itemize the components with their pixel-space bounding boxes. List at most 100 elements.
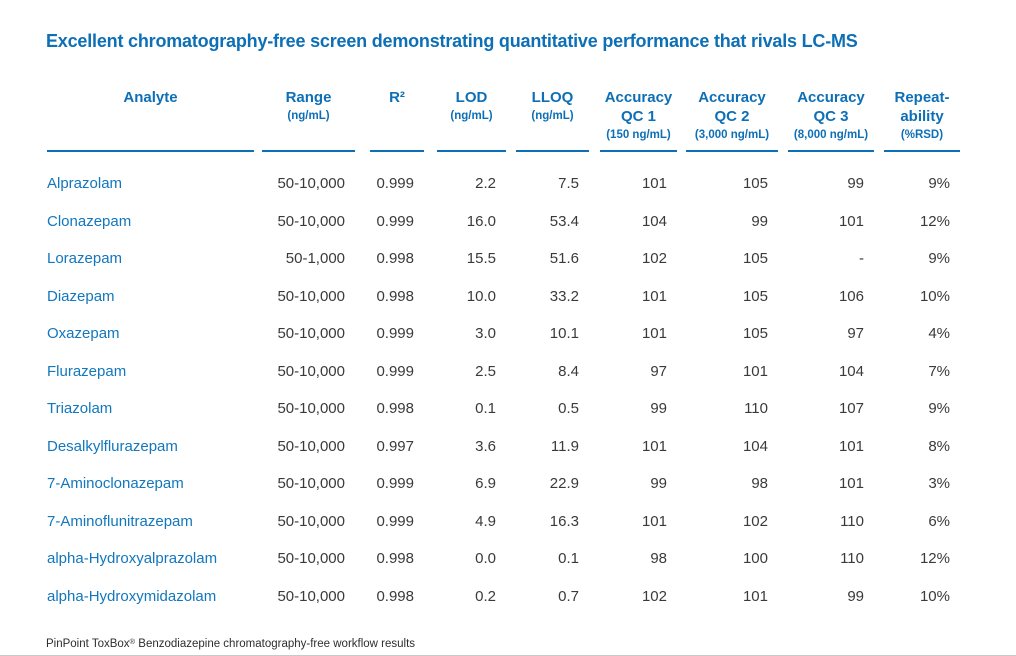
repeatability-cell: 3% — [928, 475, 950, 493]
repeatability-cell: 10% — [919, 587, 950, 605]
column-header-units: (ng/mL) — [531, 110, 574, 122]
range-cell: 50-10,000 — [277, 287, 345, 305]
accuracy-qc3-cell: - — [859, 250, 864, 268]
accuracy-qc2-cell: 105 — [742, 325, 768, 343]
lloq-cell: 33.2 — [549, 287, 579, 305]
accuracy-qc2-cell: 101 — [742, 587, 768, 605]
analyte-cell: Diazepam — [47, 287, 115, 305]
repeatability-cell: 7% — [928, 362, 950, 380]
analyte-cell: Flurazepam — [47, 362, 127, 380]
analyte-cell: Triazolam — [47, 400, 113, 418]
column-header-label: Range — [285, 89, 332, 106]
column-header-label: R² — [389, 89, 405, 106]
lod-cell: 10.0 — [466, 287, 496, 305]
column-header-underline — [788, 149, 874, 152]
range-cell: 50-10,000 — [277, 175, 345, 193]
accuracy-qc3-cell: 97 — [847, 325, 864, 343]
column-header-units: (150 ng/mL) — [606, 129, 671, 141]
r2-cell: 0.998 — [376, 287, 414, 305]
product-name: PinPoint ToxBox — [46, 638, 130, 650]
lod-cell: 4.9 — [475, 512, 496, 530]
lloq-cell: 11.9 — [550, 437, 579, 455]
accuracy-qc2-cell: 105 — [742, 175, 768, 193]
column-header-label: Accuracy QC 2 — [698, 89, 766, 125]
r2-cell: 0.998 — [376, 550, 414, 568]
column-header: Range (ng/mL) — [254, 86, 355, 152]
repeatability-cell: 9% — [928, 175, 950, 193]
column-header-text: Repeat-ability (%RSD) — [884, 88, 960, 142]
table-row: Clonazepam 50-10,000 0.999 16.0 53.4 104… — [47, 203, 960, 241]
column-header-units: (3,000 ng/mL) — [694, 129, 770, 141]
column-header-units: (%RSD) — [900, 129, 944, 141]
accuracy-qc3-cell: 110 — [840, 550, 864, 568]
analyte-cell: Lorazepam — [47, 250, 123, 268]
accuracy-qc3-cell: 110 — [840, 512, 864, 530]
table-row: Diazepam 50-10,000 0.998 10.0 33.2 101 1… — [47, 278, 960, 316]
lloq-cell: 53.4 — [549, 212, 579, 230]
repeatability-cell: 6% — [928, 512, 950, 530]
accuracy-qc2-cell: 102 — [742, 512, 768, 530]
column-header-label: Accuracy QC 1 — [604, 89, 673, 125]
column-header-units: (8,000 ng/mL) — [793, 129, 869, 141]
table-row: Desalkylflurazepam 50-10,000 0.997 3.6 1… — [47, 428, 960, 466]
registered-trademark-symbol: ® — [129, 637, 136, 646]
accuracy-qc3-cell: 101 — [838, 475, 864, 493]
analyte-cell: Desalkylflurazepam — [47, 437, 178, 455]
range-cell: 50-10,000 — [277, 325, 345, 343]
accuracy-qc3-cell: 104 — [838, 362, 864, 380]
range-cell: 50-10,000 — [277, 475, 345, 493]
column-header-text: LLOQ (ng/mL) — [516, 88, 589, 123]
range-cell: 50-10,000 — [277, 437, 345, 455]
repeatability-cell: 4% — [928, 325, 950, 343]
accuracy-qc1-cell: 99 — [650, 400, 667, 418]
accuracy-qc3-cell: 101 — [838, 212, 864, 230]
table-row: Alprazolam 50-10,000 0.999 2.2 7.5 101 1… — [47, 165, 960, 203]
accuracy-qc2-cell: 99 — [751, 212, 768, 230]
r2-cell: 0.999 — [376, 325, 414, 343]
lod-cell: 0.0 — [475, 550, 496, 568]
range-cell: 50-10,000 — [277, 212, 345, 230]
repeatability-cell: 10% — [919, 287, 950, 305]
analyte-cell: alpha-Hydroxyalprazolam — [47, 550, 218, 568]
r2-cell: 0.999 — [376, 175, 414, 193]
r2-cell: 0.999 — [376, 362, 414, 380]
column-header-label: LLOQ — [531, 89, 574, 106]
r2-cell: 0.999 — [376, 212, 414, 230]
lod-cell: 3.6 — [475, 437, 496, 455]
range-cell: 50-1,000 — [285, 250, 345, 268]
analyte-cell: alpha-Hydroxymidazolam — [47, 587, 217, 605]
results-table: Analyte Range (ng/mL) R² LOD (ng/mL) LLO… — [47, 86, 960, 615]
column-header: Accuracy QC 1 (150 ng/mL) — [589, 86, 677, 152]
column-header-underline — [262, 149, 355, 152]
analyte-cell: Clonazepam — [47, 212, 132, 230]
lloq-cell: 10.1 — [549, 325, 579, 343]
accuracy-qc3-cell: 106 — [838, 287, 864, 305]
range-cell: 50-10,000 — [277, 587, 345, 605]
column-header-text: R² — [370, 88, 424, 110]
analyte-cell: Alprazolam — [47, 175, 123, 193]
lloq-cell: 7.5 — [558, 175, 579, 193]
lod-cell: 16.0 — [466, 212, 496, 230]
lloq-cell: 22.9 — [549, 475, 579, 493]
table-row: Flurazepam 50-10,000 0.999 2.5 8.4 97 10… — [47, 353, 960, 391]
column-header-label: Accuracy QC 3 — [797, 89, 865, 125]
accuracy-qc1-cell: 101 — [641, 437, 667, 455]
accuracy-qc1-cell: 98 — [650, 550, 667, 568]
range-cell: 50-10,000 — [277, 400, 345, 418]
lloq-cell: 0.5 — [558, 400, 579, 418]
lloq-cell: 16.3 — [549, 512, 579, 530]
accuracy-qc3-cell: 101 — [838, 437, 864, 455]
lloq-cell: 8.4 — [558, 362, 579, 380]
r2-cell: 0.998 — [376, 250, 414, 268]
column-header: Accuracy QC 2 (3,000 ng/mL) — [677, 86, 778, 152]
table-row: Oxazepam 50-10,000 0.999 3.0 10.1 101 10… — [47, 315, 960, 353]
repeatability-cell: 9% — [928, 250, 950, 268]
accuracy-qc1-cell: 101 — [641, 287, 667, 305]
accuracy-qc1-cell: 97 — [650, 362, 667, 380]
repeatability-cell: 12% — [919, 550, 950, 568]
lod-cell: 15.5 — [466, 250, 496, 268]
range-cell: 50-10,000 — [277, 512, 345, 530]
table-row: 7-Aminoflunitrazepam 50-10,000 0.999 4.9… — [47, 503, 960, 541]
accuracy-qc1-cell: 102 — [641, 587, 667, 605]
column-header-text: Accuracy QC 1 (150 ng/mL) — [600, 88, 677, 142]
